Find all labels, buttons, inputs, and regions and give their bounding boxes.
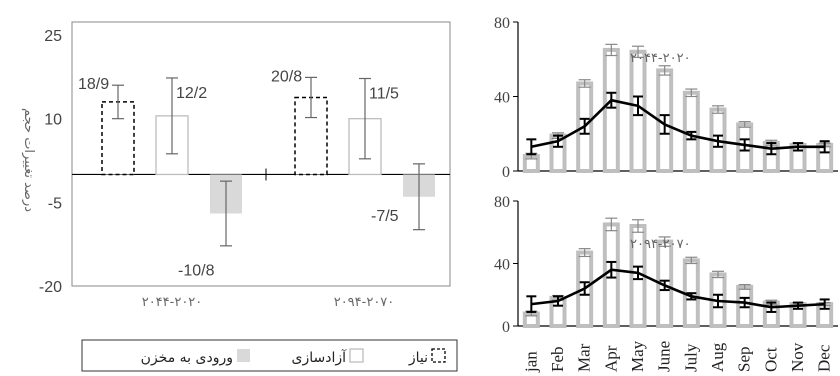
data-label: 12/2 [176,85,207,102]
data-label: -10/8 [178,262,215,279]
month-labels: jan Feb Mar Apr May June July Aug Sep Oct Nov Dec [521,340,833,373]
left-y-tick-label: -5 [48,195,62,212]
legend-label-need: نیاز [408,350,428,366]
y-tick-label: 0 [502,164,510,181]
legend-swatch-inflow [237,349,250,362]
y-tick-label: 80 [494,15,510,32]
left-x-category-label: ۲۰۴۴-۲۰۲۰ [142,295,203,310]
left-y-tick-label: -20 [39,279,62,296]
month-label: Oct [761,347,780,372]
data-label: 20/8 [271,68,302,85]
y-tick-label: 80 [494,194,510,211]
month-label: Feb [548,347,567,373]
monthly-bar [602,47,620,173]
legend: نیاز آزادسازی ورودی به مخزن [81,339,458,372]
left-y-axis-label: درصد تغییرات حجم [21,108,36,212]
month-label: Mar [575,343,594,372]
legend-label-release: آزادسازی [292,349,348,366]
right-bottom-chart: 80 40 0 ۲۰۹۴-۲۰۷۰ [494,194,838,336]
data-label: -7/5 [371,208,399,225]
y-tick-label: 0 [502,319,510,336]
left-chart: 25 10 -5 -20 18/9 20/8 12/2 11/5 -10/8 -7/5 ۲۰۴۴… [21,21,458,372]
left-x-category-label: ۲۰۹۴-۲۰۷۰ [334,295,395,310]
right-top-chart: 80 40 0 ۲۰۴۴-۲۰۲۰ [494,15,838,181]
month-label: Sep [735,347,754,373]
left-plot-frame [71,21,451,287]
y-tick-label: 40 [494,257,510,274]
month-label: Nov [788,342,807,372]
y-tick-label: 40 [494,90,510,107]
left-y-tick-label: 10 [44,112,62,129]
left-y-tick-label: 25 [44,28,62,45]
data-label: 18/9 [78,76,109,93]
legend-swatch-need [431,348,446,363]
month-label: Apr [601,345,620,372]
month-label: June [655,341,674,372]
month-label: May [628,340,647,372]
period-annotation: ۲۰۴۴-۲۰۲۰ [630,51,691,66]
legend-label-inflow: ورودی به مخزن [141,350,233,366]
series-line [531,98,825,150]
month-label: July [681,343,700,372]
period-annotation: ۲۰۹۴-۲۰۷۰ [630,237,691,252]
series-line [531,268,825,309]
month-label: Aug [708,342,727,372]
month-label: jan [521,351,540,373]
data-label: 11/5 [369,86,399,103]
legend-swatch-release [349,348,364,363]
legend-frame [81,339,458,372]
month-label: Dec [815,344,834,372]
